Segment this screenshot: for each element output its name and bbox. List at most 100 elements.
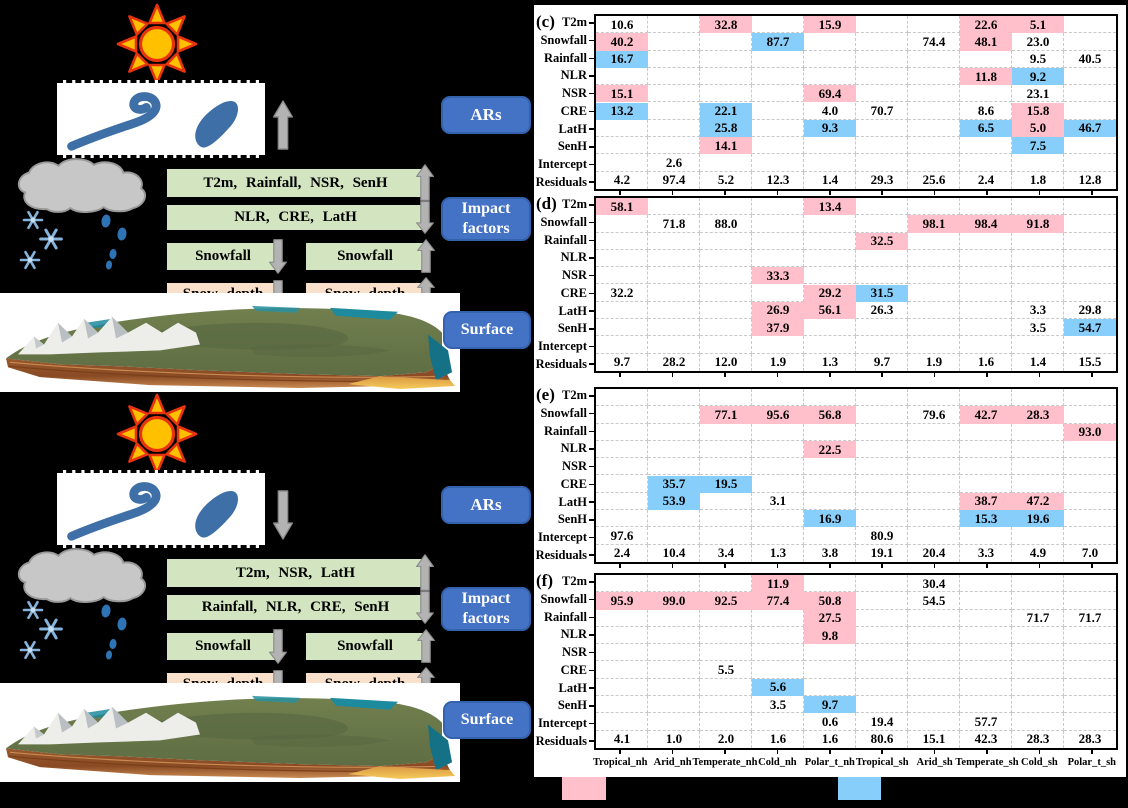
grid-cell [804, 713, 856, 731]
grid-cell [648, 423, 700, 441]
grid-cell [700, 661, 752, 679]
heatmap-cell: 1.4 [1029, 354, 1047, 370]
heatmap-cell: 20.4 [922, 545, 946, 561]
heatmap-cell: 42.3 [974, 731, 998, 747]
x-axis-tick [1091, 190, 1093, 195]
heatmap-cell: 26.9 [752, 301, 804, 320]
legend-negative-swatch [838, 777, 881, 800]
grid-cell [856, 319, 908, 337]
x-axis-tick [1038, 749, 1041, 754]
grid-cell [804, 249, 856, 268]
grid-cell [596, 661, 648, 679]
grid-cell [596, 301, 648, 320]
grid-cell [856, 336, 908, 354]
y-axis-tick [589, 536, 594, 539]
heatmap-cell: 48.1 [960, 33, 1012, 51]
grid-cell [752, 713, 804, 731]
grid-cell [908, 678, 960, 697]
x-axis-tick [933, 190, 936, 195]
grid-cell [908, 301, 960, 320]
grid-cell [960, 440, 1012, 459]
grid-cell [648, 544, 700, 562]
heatmap-cell: 29.2 [804, 284, 856, 302]
grid-cell [856, 249, 908, 268]
grid-cell [1012, 458, 1064, 476]
grid-cell [960, 249, 1012, 268]
grid-cell [804, 475, 856, 493]
grid-cell [960, 544, 1012, 562]
grid-cell [908, 713, 960, 731]
down-arrow-icon [269, 629, 287, 664]
row-label: SenH [557, 698, 587, 713]
grid-cell [804, 171, 856, 189]
grid-cell [752, 730, 804, 748]
grid-cell [1064, 285, 1116, 302]
x-axis-tick [933, 563, 936, 568]
grid-cell [1064, 198, 1116, 216]
heatmap-cell: 9.3 [804, 119, 856, 138]
grid-cell [596, 215, 648, 233]
ars-tag-label: ARs [470, 104, 502, 124]
heatmap-cell: 71.8 [662, 215, 686, 231]
y-axis-tick [589, 274, 594, 277]
diagram-ars-decrease: ARs T2m, NSR, LatH Rainfall, NLR, CRE, S… [0, 392, 534, 782]
grid-cell [596, 626, 648, 645]
heatmap-cell: 79.6 [922, 406, 946, 422]
grid-cell [596, 527, 648, 545]
grid-cell [1064, 406, 1116, 424]
grid-cell [1012, 267, 1064, 285]
heatmap-cell: 50.8 [804, 592, 856, 610]
grid-cell [596, 67, 648, 86]
heatmap-cell: 47.2 [1012, 492, 1064, 511]
heatmap-cell: 29.3 [870, 172, 894, 188]
factor-box-increase: T2m, Rainfall, NSR, SenH [167, 169, 424, 197]
x-axis-tick [829, 190, 831, 195]
grid-cell [1064, 575, 1116, 593]
heatmap-cell: 25.6 [922, 172, 946, 188]
heatmap-cell: 3.5 [1029, 319, 1047, 335]
factor-box-decrease-label: Rainfall, NLR, CRE, SenH [201, 599, 390, 615]
grid-cell [1012, 232, 1064, 250]
x-axis-tick [933, 372, 936, 377]
grid-cell [700, 678, 752, 697]
grid-cell [960, 527, 1012, 545]
heatmap-cell: 3.5 [769, 696, 787, 712]
grid-cell [804, 458, 856, 476]
ars-tag: ARs [441, 96, 531, 134]
x-axis-tick [881, 749, 883, 754]
grid-cell [700, 644, 752, 662]
grid-cell [648, 319, 700, 337]
grid-cell [908, 661, 960, 679]
grid-cell [1064, 441, 1116, 459]
grid-cell [700, 267, 752, 285]
grid-cell [856, 440, 908, 459]
grid-cell [908, 33, 960, 51]
row-label: SenH [557, 512, 587, 527]
grid-cell [1012, 575, 1064, 593]
grid-cell [648, 102, 700, 120]
heatmap-cell: 71.7 [1078, 610, 1102, 626]
grid-cell [1064, 610, 1116, 627]
grid-cell [1064, 103, 1116, 120]
row-label: Snowfall [540, 33, 587, 48]
grid-cell [1064, 644, 1116, 662]
grid-cell [1064, 476, 1116, 493]
grid-cell [1012, 609, 1064, 627]
grid-cell [1012, 198, 1064, 216]
heatmap-cell: 57.7 [974, 714, 998, 730]
x-axis-tick [986, 749, 988, 754]
grid-cell [648, 85, 700, 103]
heatmap-cell: 35.7 [648, 475, 700, 493]
up-arrow-icon [417, 629, 435, 663]
surface-terrain-image [0, 683, 460, 782]
cloud-icon [12, 158, 160, 213]
y-axis-tick [589, 519, 594, 521]
grid-cell [804, 575, 856, 593]
heatmap-cell: 87.7 [752, 33, 804, 51]
grid-cell [596, 423, 648, 441]
heatmap-cell: 1.0 [665, 731, 683, 747]
grid-cell [804, 154, 856, 172]
heatmap-cell: 22.5 [804, 440, 856, 459]
x-axis-tick [619, 372, 621, 377]
grid-cell [856, 33, 908, 51]
